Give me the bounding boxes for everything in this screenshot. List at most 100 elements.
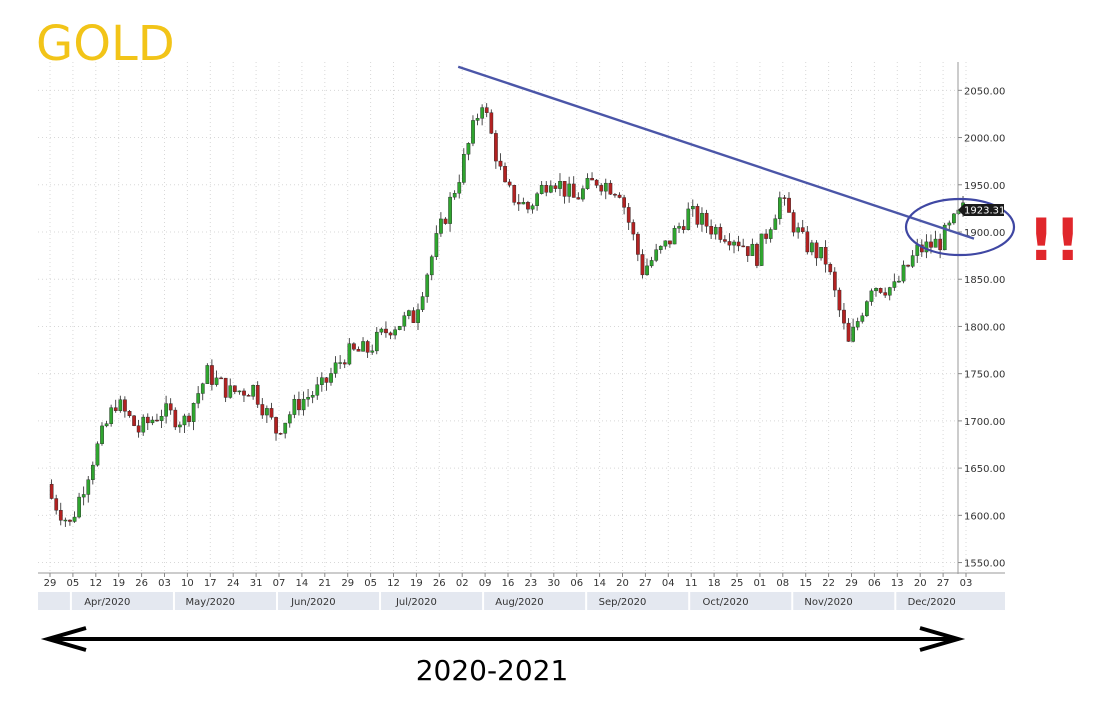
x-tick-label: 01 [754,578,767,589]
x-tick-label: 09 [479,578,492,589]
candle-body [929,241,933,248]
candle-body [768,229,773,239]
candle-body [924,241,929,253]
candle-body [260,404,265,416]
candle-body [709,226,714,235]
candle-body [636,233,640,255]
candle-body [196,393,201,404]
x-tick-label: 26 [135,578,148,589]
candle-body [63,519,68,522]
candle-body [425,274,430,297]
y-tick-label: 1850.00 [964,275,1005,286]
candle-body [613,194,617,196]
x-tick-label: 06 [570,578,583,589]
timeline-arrow-right-head [919,626,966,652]
candle-body [439,218,443,234]
x-tick-label: 15 [799,578,812,589]
x-tick-label: 18 [708,578,721,589]
candle-body [104,423,109,427]
candle-body [773,218,778,230]
candle-body [402,315,407,327]
candle-body [800,227,805,232]
x-month-label: Apr/2020 [84,597,130,608]
candle-body [503,166,507,183]
x-tick-label: 13 [891,578,904,589]
candle-body [356,349,361,352]
candle-body [407,310,411,316]
candle-body [306,396,310,400]
candle-body [136,425,141,433]
candle-body [365,341,370,353]
candle-body [883,292,888,296]
candle-body [622,197,626,208]
timeline-label: 2020-2021 [416,654,569,687]
candle-body [109,407,114,424]
candle-body [695,206,700,225]
candle-body [397,325,402,330]
candle-body [494,133,498,162]
candle-body [897,280,901,283]
candle-body [581,188,585,200]
candle-body [865,301,869,316]
x-tick-label: 22 [822,578,835,589]
candle-body [658,245,663,250]
x-month-label: Jul/2020 [395,597,437,608]
timeline-arrow [40,626,966,652]
breakout-circle [904,197,1016,257]
candle-body [805,231,810,253]
grid-lines [38,62,967,572]
candle-body [214,377,219,385]
candle-body [168,403,173,411]
candle-body [512,185,517,203]
candle-body [874,288,878,292]
candle-body [462,153,466,183]
candle-body [571,183,576,198]
candle-body [72,516,77,522]
candle-body [626,207,631,223]
x-tick-label: 17 [204,578,217,589]
y-tick-label: 1750.00 [964,370,1005,381]
x-month-label: Nov/2020 [804,597,852,608]
candle-body [608,182,613,195]
candle-body [677,226,681,229]
candle-body [947,222,952,226]
candle-body [713,227,718,235]
candle-body [507,181,512,186]
candle-body [842,309,846,324]
candle-body [906,264,910,267]
candle-body [388,332,393,336]
candle-body [246,395,251,397]
candle-body [782,197,787,199]
candle-body [416,309,420,323]
candle-body [736,241,741,247]
x-month-label: Sep/2020 [599,597,647,608]
candle-body [539,185,544,194]
candle-body [49,483,54,499]
candle-body [191,403,196,422]
candle-body [530,205,535,210]
candlesticks [49,103,965,527]
y-axis-ticks: 1550.00 1600.00 1650.00 1700.00 1750.00 1800.… [958,86,1005,570]
candle-body [832,271,837,291]
resistance-trendline [457,65,975,240]
candle-body [265,408,269,416]
candle-body [178,424,182,428]
candle-body [315,384,320,396]
candle-body [320,377,324,385]
x-tick-label: 25 [731,578,744,589]
candle-body [846,322,851,342]
last-price-label: 1923.31 [964,205,1005,216]
candle-body [562,181,567,197]
candle-body [672,228,677,245]
candle-body [498,160,503,167]
candle-body [342,362,347,365]
candle-body [535,193,539,206]
candle-body [457,182,462,194]
candle-body [649,260,654,267]
candle-body [228,385,233,398]
candle-body [617,194,622,198]
candle-body [810,242,814,253]
x-tick-label: 30 [547,578,560,589]
x-month-label: Oct/2020 [702,597,748,608]
candle-body [219,377,223,380]
